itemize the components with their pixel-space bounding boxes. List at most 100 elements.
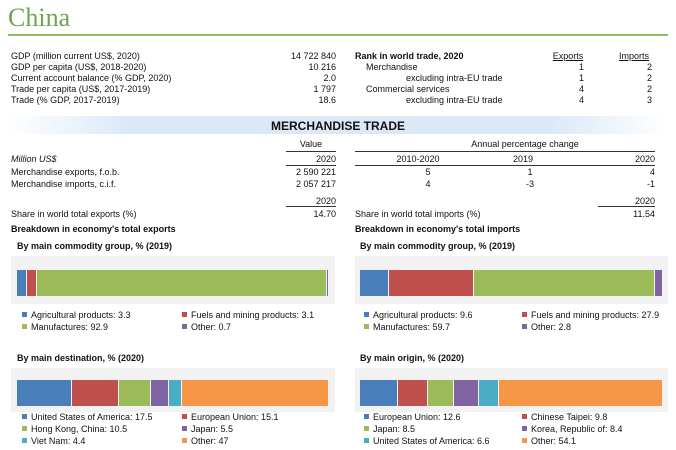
merch-row-label: Merchandise imports, c.i.f. [11,179,117,189]
exports-header: Exports [552,51,584,61]
chart-panel [355,256,668,304]
bar-segment-other [182,380,328,406]
indicator-value: 10 216 [308,62,336,72]
imports-header: Imports [618,51,649,61]
legend-item: United States of America: 17.5 [22,412,153,422]
merch-value: 2 057 217 [295,179,336,189]
legend-item: Fuels and mining products: 27.9 [522,310,659,320]
period-header: 2010-2020 [396,154,440,164]
legend-swatch [182,414,187,420]
indicator-value: 2.0 [323,73,336,83]
bar-segment-chinese-taipei [398,380,427,406]
rank-imports: 2 [646,62,652,72]
header-rule [286,151,336,152]
indicator-value: 1 797 [313,84,336,94]
legend-label: Agricultural products: 3.3 [31,310,131,320]
merch-change: -3 [525,179,534,189]
indicator-label: Current account balance (% GDP, 2020) [11,73,172,83]
legend-item: Japan: 8.5 [364,424,415,434]
legend-label: Korea, Republic of: 8.4 [531,424,623,434]
legend-swatch [22,414,27,420]
rank-imports: 2 [646,73,652,83]
chart-legend: Agricultural products: 3.3 Fuels and mini… [22,310,342,340]
legend-label: Japan: 8.5 [373,424,416,434]
bar-segment-korea-republic-of [453,380,479,406]
legend-item: Other: 54.1 [522,436,576,446]
stacked-bar [17,380,329,406]
legend-item: European Union: 15.1 [182,412,279,422]
legend-item: Agricultural products: 9.6 [364,310,473,320]
legend-item: Japan: 5.5 [182,424,233,434]
legend-label: Hong Kong, China: 10.5 [31,424,128,434]
legend-label: Other: 54.1 [531,436,577,446]
chart-title: By main commodity group, % (2019) [360,241,516,251]
bar-segment-viet-nam [168,380,182,406]
legend-swatch [364,438,369,444]
rank-exports: 1 [578,62,584,72]
bar-segment-fuels-and-mining-products [27,270,36,296]
legend-label: European Union: 15.1 [191,412,279,422]
indicator-label: Trade (% GDP, 2017-2019) [11,95,120,105]
rank-title: Rank in world trade, 2020 [355,51,464,61]
rank-row-label: excluding intra-EU trade [406,73,503,83]
section-title: MERCHANDISE TRADE [270,119,405,133]
chart-panel [11,368,335,412]
bar-segment-japan [427,380,453,406]
legend-item: Agricultural products: 3.3 [22,310,131,320]
indicator-label: GDP per capita (US$, 2018-2020) [11,62,147,72]
legend-item: Other: 47 [182,436,229,446]
rank-exports: 1 [578,73,584,83]
share-imports-value: 11.54 [633,209,655,219]
legend-swatch [182,324,187,330]
chart-legend: United States of America: 17.5 European U… [22,412,342,450]
bar-segment-fuels-and-mining-products [389,270,473,296]
stacked-bar [360,270,663,296]
bar-segment-hong-kong-china [118,380,151,406]
unit-label: Million US$ [11,154,57,164]
section-band [8,116,668,134]
legend-swatch [364,324,369,330]
legend-label: Japan: 5.5 [191,424,234,434]
legend-label: United States of America: 6.6 [373,436,490,446]
legend-label: Chinese Taipei: 9.8 [531,412,608,422]
breakdown-imports-title: Breakdown in economy's total imports [355,224,521,234]
header-rule [355,151,655,152]
legend-label: Manufactures: 59.7 [373,322,451,332]
merch-value: 2 590 221 [295,167,336,177]
legend-item: Manufactures: 92.9 [22,322,108,332]
bar-segment-other [654,270,662,296]
legend-item: Manufactures: 59.7 [364,322,450,332]
period-header: 2019 [512,154,534,164]
share-imports-label: Share in world total imports (%) [355,209,481,219]
legend-swatch [22,438,27,444]
bar-segment-other [326,270,328,296]
legend-swatch [364,312,369,318]
chart-legend: European Union: 12.6 Chinese Taipei: 9.8 J… [364,412,674,450]
legend-item: Fuels and mining products: 3.1 [182,310,314,320]
legend-swatch [22,312,27,318]
legend-label: Other: 47 [191,436,229,446]
chart-panel [355,368,668,412]
year-header: 2020 [315,154,336,164]
legend-item: Chinese Taipei: 9.8 [522,412,607,422]
chart-title: By main destination, % (2020) [17,353,145,363]
share-exports-value: 14.70 [313,209,336,219]
legend-item: Other: 0.7 [182,322,231,332]
legend-item: European Union: 12.6 [364,412,461,422]
legend-item: Korea, Republic of: 8.4 [522,424,623,434]
bar-segment-united-states-of-america [479,380,499,406]
stacked-bar [17,270,329,296]
rank-row-label: Merchandise [366,62,418,72]
legend-swatch [522,426,527,432]
chart-title: By main commodity group, % (2019) [17,241,173,251]
merch-change: 4 [649,167,655,177]
legend-label: European Union: 12.6 [373,412,461,422]
chart-panel [11,256,335,304]
header-rule [286,165,336,166]
period-header: 2020 [634,154,655,164]
legend-label: Fuels and mining products: 27.9 [531,310,660,320]
legend-item: United States of America: 6.6 [364,436,490,446]
legend-label: Other: 0.7 [191,322,232,332]
indicator-value: 14 722 840 [290,51,336,61]
value-header: Value [299,139,323,149]
